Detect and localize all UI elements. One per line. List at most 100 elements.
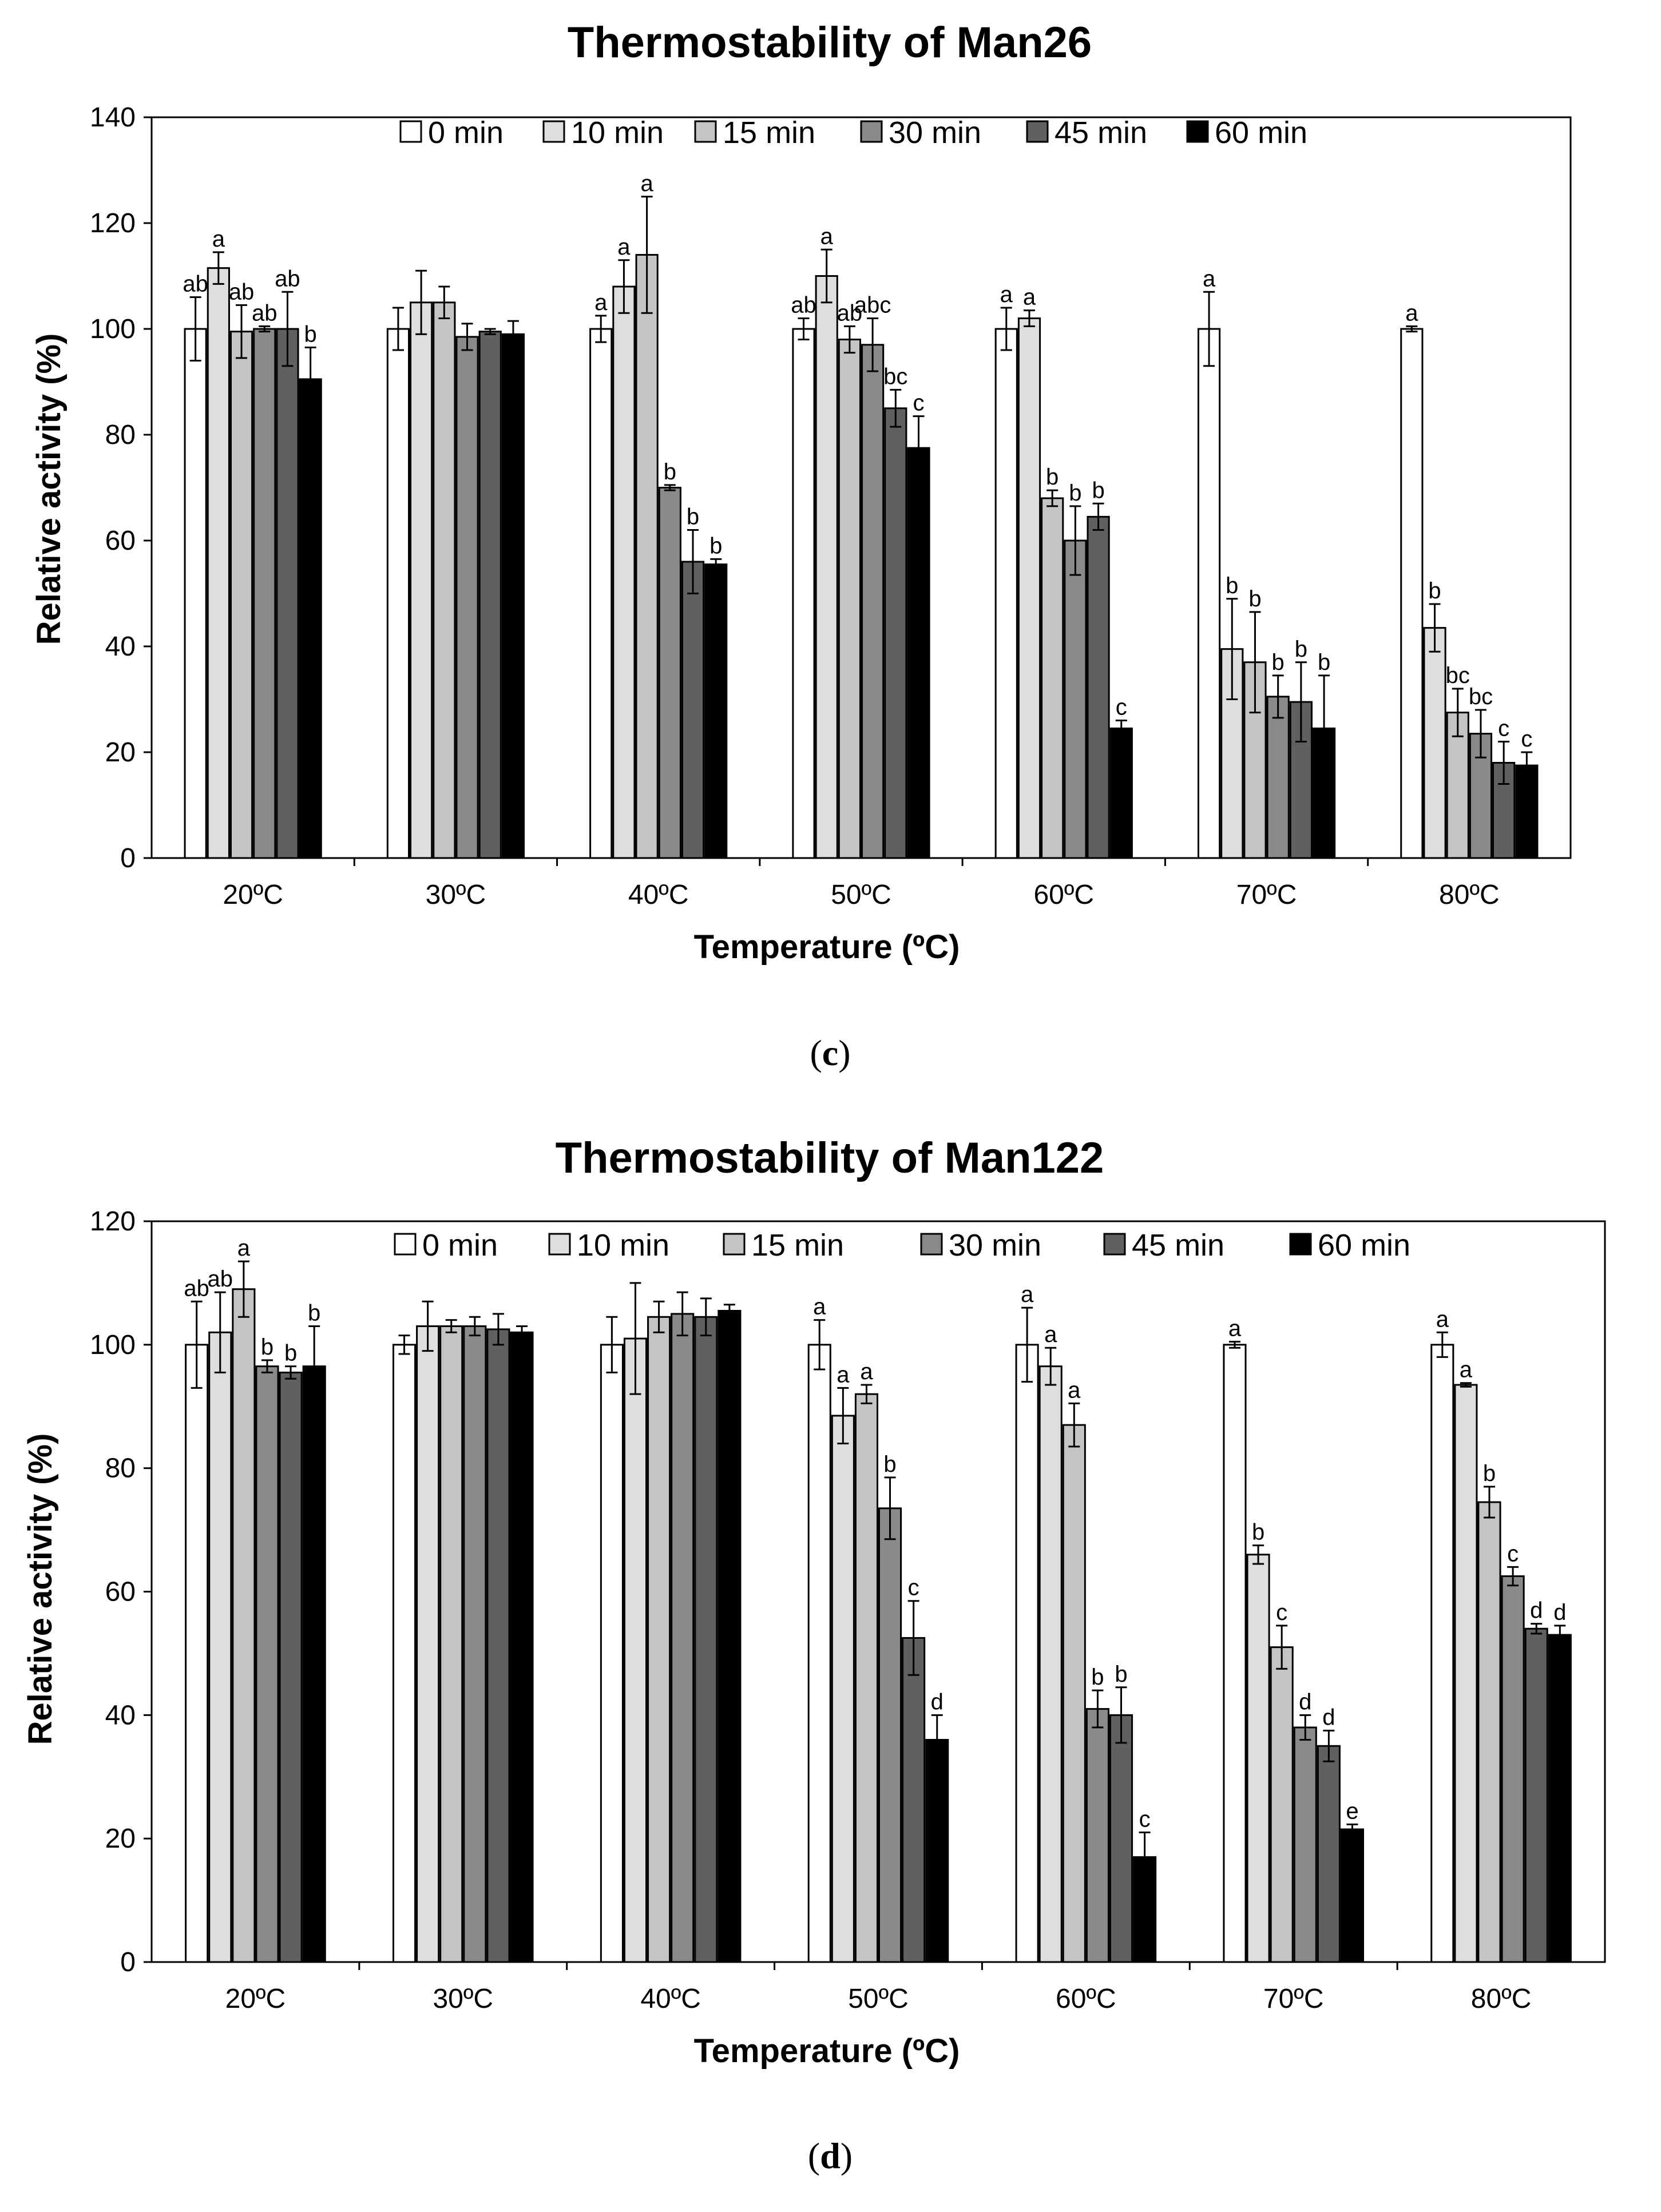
significance-label: a xyxy=(1228,1316,1242,1341)
bar xyxy=(1246,1554,1270,1963)
y-tick-label: 100 xyxy=(90,1330,136,1360)
bar xyxy=(1015,1344,1039,1963)
x-tick-label: 80ºC xyxy=(1439,880,1500,910)
bar xyxy=(463,1325,487,1963)
significance-label: d xyxy=(1322,1705,1335,1730)
bar xyxy=(1062,1424,1086,1963)
bar xyxy=(1317,1745,1341,1963)
significance-label: a xyxy=(1460,1357,1473,1383)
bar xyxy=(478,331,502,859)
bar xyxy=(694,1316,718,1963)
bar xyxy=(1038,1365,1063,1963)
significance-label: ab xyxy=(229,279,255,304)
legend-swatch xyxy=(860,120,883,143)
bar xyxy=(647,1316,671,1963)
legend-swatch xyxy=(723,1233,746,1256)
legend-label: 45 min xyxy=(1055,116,1147,150)
bar xyxy=(276,328,299,859)
significance-label: b xyxy=(261,1335,273,1360)
significance-label: a xyxy=(212,227,225,252)
bar xyxy=(589,328,613,859)
legend: 0 min 10 min 15 min 30 min 45 min 60 min xyxy=(394,1228,1410,1262)
bar xyxy=(925,1739,949,1963)
bar xyxy=(1197,328,1221,859)
y-tick-label: 40 xyxy=(105,632,136,662)
bar xyxy=(455,336,479,859)
legend-label: 60 min xyxy=(1215,116,1307,150)
significance-label: c xyxy=(1498,716,1509,741)
y-tick-label: 140 xyxy=(90,102,136,133)
bar xyxy=(807,1344,831,1963)
significance-label: c xyxy=(913,391,925,416)
bar xyxy=(884,407,907,859)
significance-label: b xyxy=(1091,1665,1104,1690)
significance-label: d xyxy=(1553,1600,1566,1625)
significance-label: b xyxy=(709,533,722,558)
bar xyxy=(815,275,838,859)
significance-label: b xyxy=(284,1341,297,1366)
significance-label: b xyxy=(1092,478,1104,503)
x-tick-label: 40ºC xyxy=(640,1984,701,2014)
significance-label: ab xyxy=(183,272,208,297)
legend-label: 15 min xyxy=(751,1228,844,1262)
legend-label: 60 min xyxy=(1318,1228,1410,1262)
significance-label: bc xyxy=(1446,663,1470,688)
significance-label: bc xyxy=(1469,684,1493,709)
panel-close-paren: ) xyxy=(838,1032,850,1073)
legend-label: 10 min xyxy=(571,116,664,150)
chart-title: Thermostability of Man26 xyxy=(568,18,1092,67)
significance-label: b xyxy=(308,1300,320,1325)
legend-swatch xyxy=(694,120,717,143)
significance-label: a xyxy=(1405,300,1418,325)
bar xyxy=(600,1344,624,1963)
bar xyxy=(207,267,230,859)
legend-swatch xyxy=(1026,120,1049,143)
significance-label: a xyxy=(820,224,834,249)
significance-label: b xyxy=(664,459,676,485)
significance-label: a xyxy=(837,1362,850,1387)
bar xyxy=(1041,497,1064,859)
bar xyxy=(1109,1714,1133,1963)
significance-label: b xyxy=(1226,573,1238,598)
x-tick-label: 60ºC xyxy=(1033,880,1094,910)
panel-label-c: (c) xyxy=(810,1032,850,1073)
bar xyxy=(994,328,1018,859)
significance-label: c xyxy=(1507,1541,1519,1566)
legend-label: 30 min xyxy=(949,1228,1041,1262)
bar xyxy=(1515,764,1539,859)
legend-swatch xyxy=(920,1233,943,1256)
significance-label: a xyxy=(1021,1282,1034,1307)
bar xyxy=(854,1393,879,1963)
panel-open-paren: ( xyxy=(810,1032,822,1073)
significance-label: b xyxy=(1046,464,1059,490)
bar xyxy=(623,1337,648,1963)
x-axis-label: Temperature (ºC) xyxy=(694,2032,960,2070)
panel-letter: d xyxy=(820,2135,841,2176)
significance-label: a xyxy=(640,171,653,196)
significance-label: bc xyxy=(883,364,907,389)
x-tick-label: 30ºC xyxy=(433,1984,493,2014)
bar xyxy=(1087,515,1110,859)
significance-label: a xyxy=(1203,266,1216,291)
bar xyxy=(184,328,207,859)
significance-label: a xyxy=(237,1236,251,1261)
significance-label: c xyxy=(1521,726,1532,752)
bar xyxy=(658,487,681,859)
x-tick-label: 20ºC xyxy=(225,1984,286,2014)
significance-label: c xyxy=(908,1575,919,1601)
significance-label: b xyxy=(1318,650,1330,675)
bar xyxy=(1085,1708,1109,1963)
y-tick-label: 60 xyxy=(105,1577,136,1607)
bar xyxy=(612,285,636,859)
significance-label: c xyxy=(1139,1806,1151,1832)
bar xyxy=(671,1313,695,1963)
y-tick-label: 120 xyxy=(90,208,136,239)
y-tick-label: 0 xyxy=(120,843,136,873)
significance-label: b xyxy=(1252,1520,1264,1545)
x-tick-label: 50ºC xyxy=(848,1984,909,2014)
bar xyxy=(902,1637,926,1963)
significance-label: b xyxy=(1272,650,1285,675)
x-tick-label: 60ºC xyxy=(1056,1984,1116,2014)
